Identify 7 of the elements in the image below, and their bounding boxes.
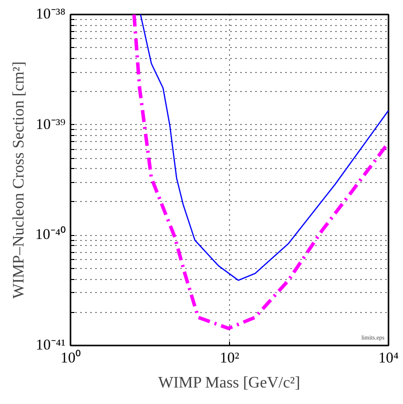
x-tick-label: 10² [220, 350, 240, 366]
x-axis-title: WIMP Mass [GeV/c²] [158, 374, 300, 392]
x-tick-label: 10⁴ [378, 350, 399, 366]
y-tick-label: 10⁻³⁹ [36, 116, 66, 133]
y-tick-label: 10⁻⁴⁰ [35, 226, 66, 244]
y-tick-label: 10⁻³⁸ [36, 6, 66, 22]
y-axis-title: WIMP–Nucleon Cross Section [cm²] [10, 61, 28, 299]
